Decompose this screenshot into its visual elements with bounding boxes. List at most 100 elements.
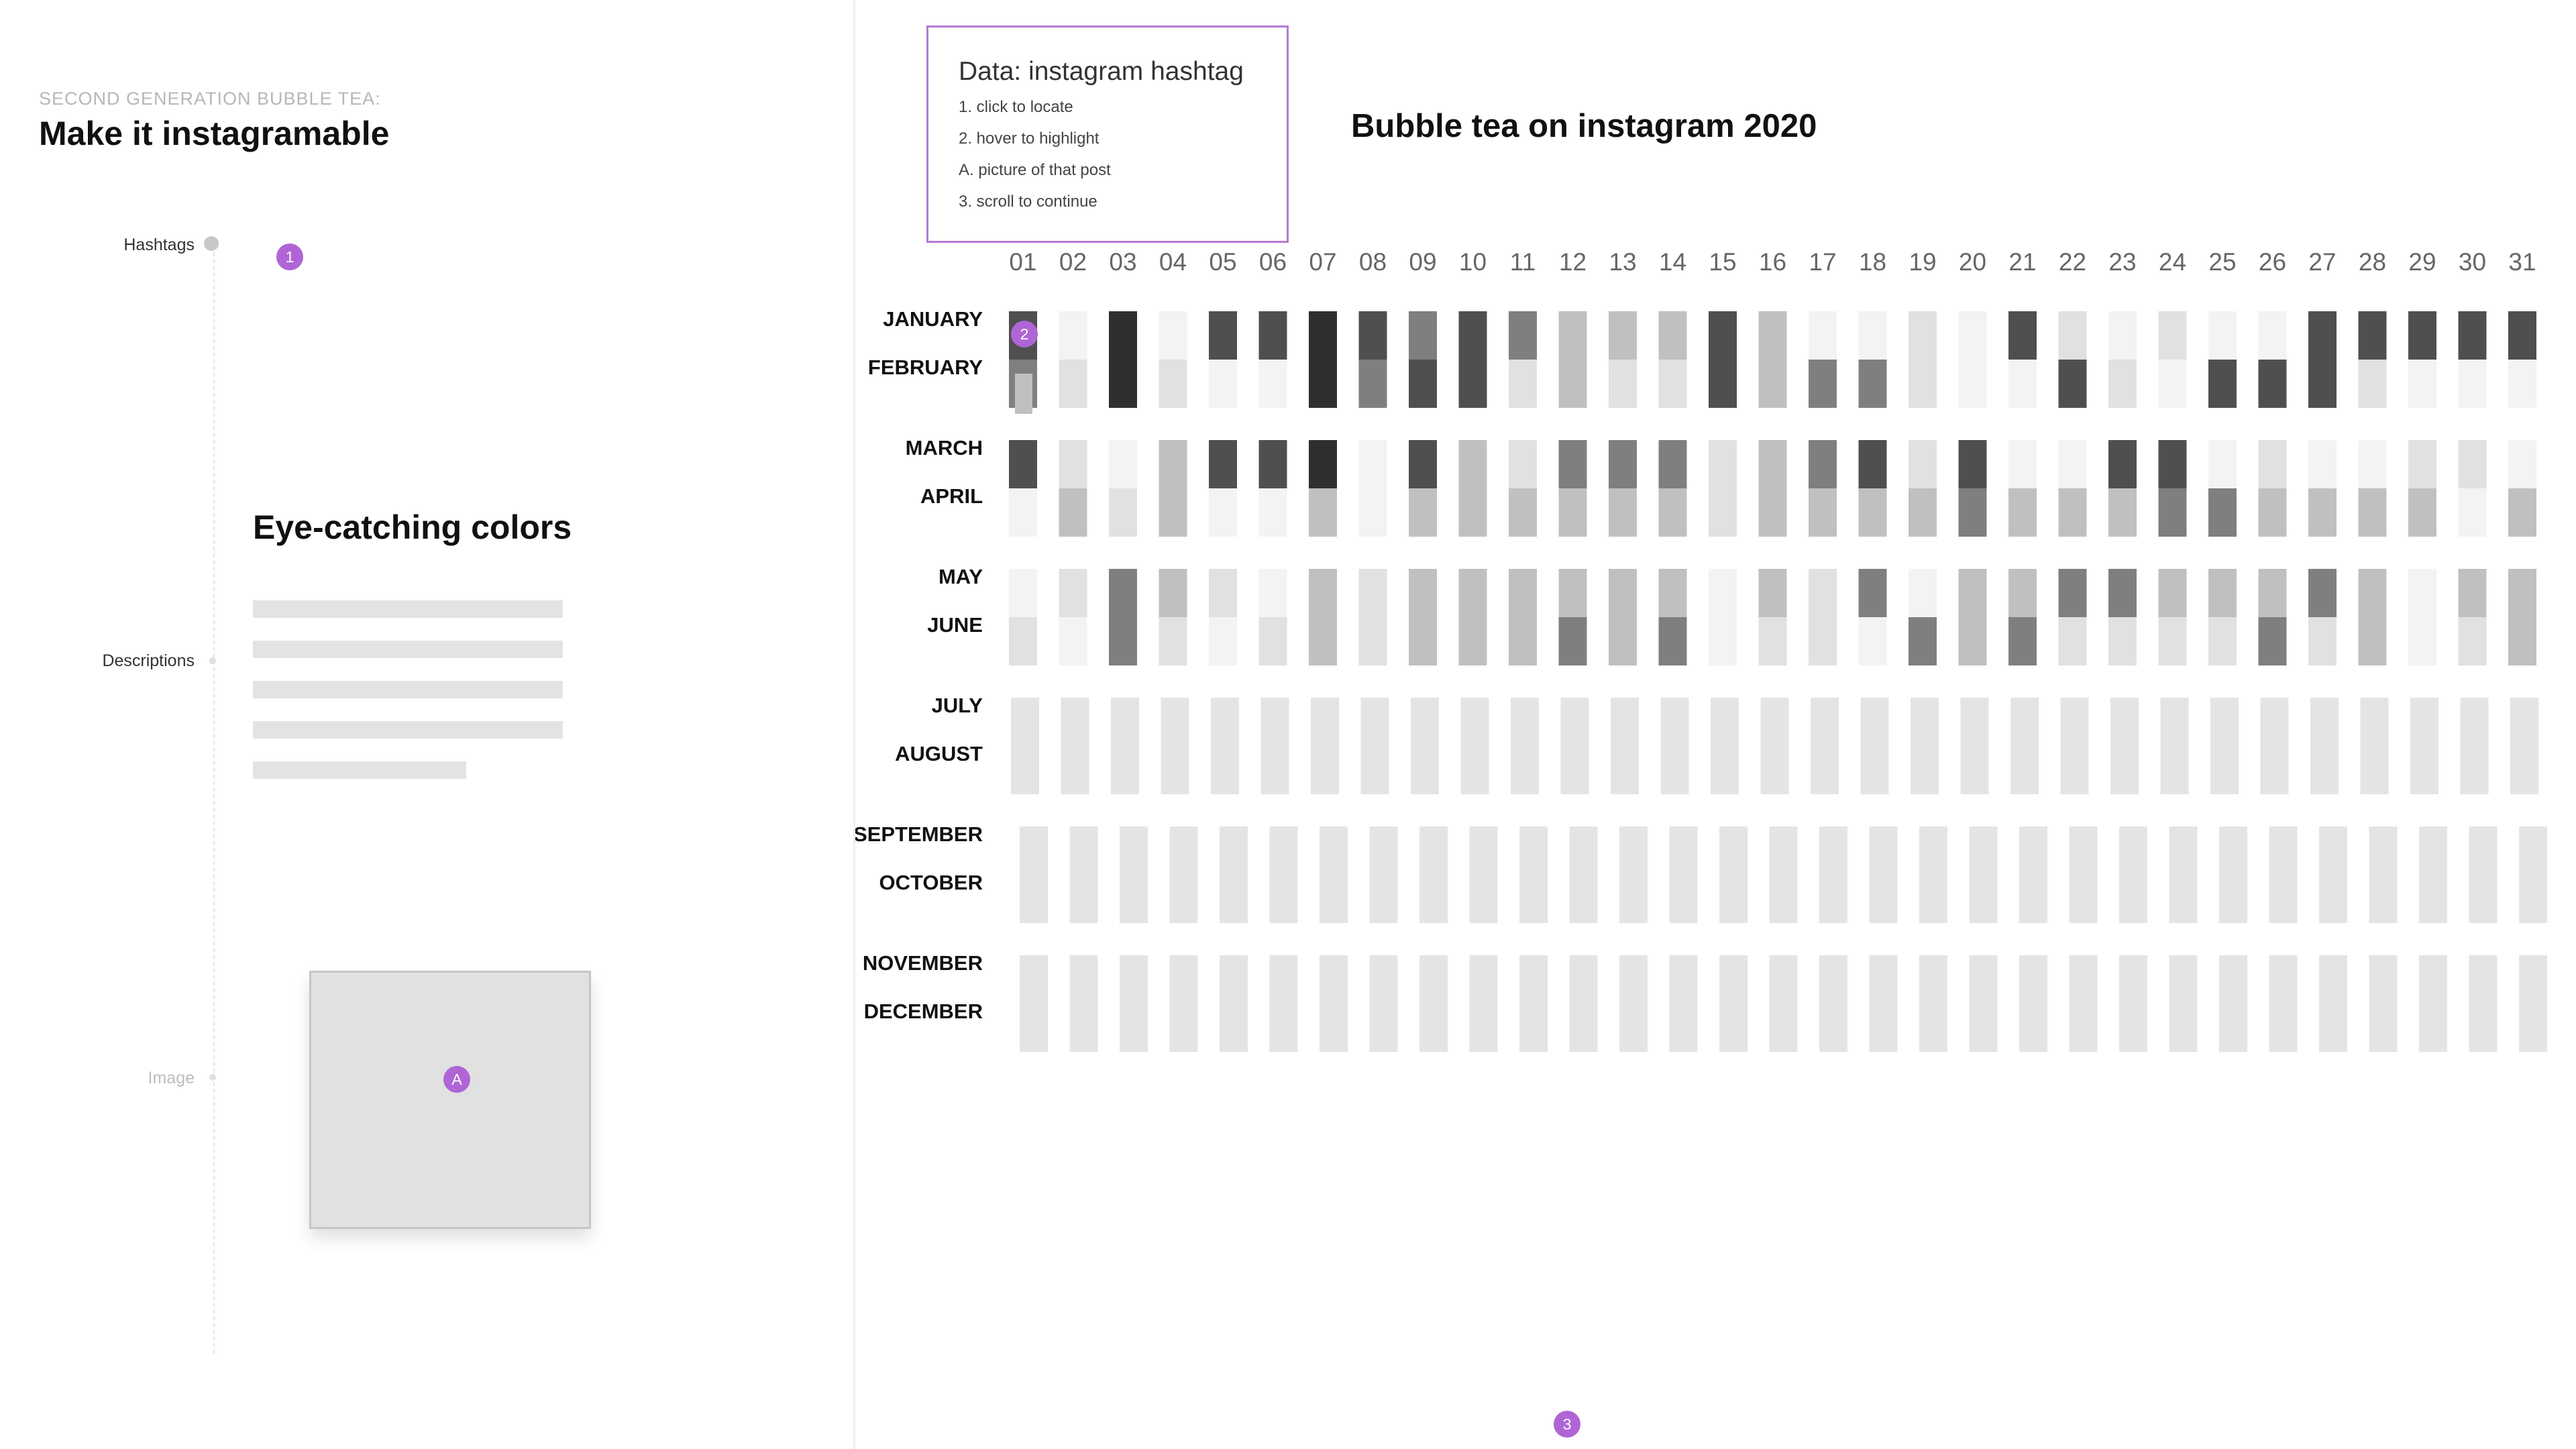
- heatmap-cell[interactable]: [1509, 440, 1537, 488]
- heatmap-cell[interactable]: [1958, 617, 1987, 665]
- heatmap-cell[interactable]: [1220, 875, 1248, 923]
- heatmap-cell[interactable]: [1111, 746, 1139, 794]
- heatmap-cell[interactable]: [2458, 311, 2487, 360]
- heatmap-cell[interactable]: [1558, 311, 1587, 360]
- heatmap-cell[interactable]: [1369, 875, 1398, 923]
- heatmap-cell[interactable]: [1069, 955, 1098, 1004]
- heatmap-cell[interactable]: [1469, 875, 1498, 923]
- heatmap-cell[interactable]: [1760, 698, 1789, 746]
- heatmap-cell[interactable]: [1409, 488, 1437, 537]
- heatmap-cell[interactable]: [1220, 826, 1248, 875]
- heatmap-cell[interactable]: [2208, 360, 2237, 408]
- heatmap-cell[interactable]: [1719, 955, 1748, 1004]
- heatmap-cell[interactable]: [2458, 569, 2487, 617]
- heatmap-cell[interactable]: [2508, 440, 2536, 488]
- heatmap-cell[interactable]: [2510, 746, 2538, 794]
- heatmap-cell[interactable]: [2319, 955, 2347, 1004]
- heatmap-cell[interactable]: [2008, 617, 2037, 665]
- heatmap-cell[interactable]: [2008, 488, 2037, 537]
- heatmap-cell[interactable]: [1460, 746, 1489, 794]
- heatmap-cell[interactable]: [1758, 569, 1787, 617]
- heatmap-cell[interactable]: [1258, 440, 1287, 488]
- heatmap-cell[interactable]: [1858, 360, 1887, 408]
- heatmap-cell[interactable]: [1911, 746, 1939, 794]
- heatmap-cell[interactable]: [1409, 440, 1437, 488]
- heatmap-cell[interactable]: [1609, 360, 1637, 408]
- heatmap-cell[interactable]: [2058, 617, 2087, 665]
- heatmap-cell[interactable]: [2369, 875, 2398, 923]
- heatmap-cell[interactable]: [2269, 826, 2298, 875]
- heatmap-cell[interactable]: [1469, 1004, 1498, 1052]
- heatmap-cell[interactable]: [2158, 488, 2187, 537]
- heatmap-cell[interactable]: [1458, 569, 1487, 617]
- heatmap-cell[interactable]: [2208, 617, 2237, 665]
- heatmap-cell[interactable]: [2308, 311, 2337, 360]
- heatmap-cell[interactable]: [1220, 955, 1248, 1004]
- heatmap-cell[interactable]: [1960, 698, 1989, 746]
- heatmap-cell[interactable]: [2258, 617, 2287, 665]
- heatmap-cell[interactable]: [2358, 360, 2387, 408]
- heatmap-cell[interactable]: [2010, 746, 2039, 794]
- heatmap-cell[interactable]: [2060, 746, 2089, 794]
- heatmap-cell[interactable]: [1169, 1004, 1198, 1052]
- heatmap-cell[interactable]: [1469, 826, 1498, 875]
- heatmap-cell[interactable]: [1109, 569, 1137, 617]
- heatmap-cell[interactable]: [2158, 617, 2187, 665]
- heatmap-cell[interactable]: [1669, 1004, 1698, 1052]
- heatmap-cell[interactable]: [2369, 955, 2398, 1004]
- heatmap-cell[interactable]: [1858, 617, 1887, 665]
- heatmap-cell[interactable]: [1358, 440, 1387, 488]
- heatmap-cell[interactable]: [1369, 826, 1398, 875]
- heatmap-cell[interactable]: [1860, 746, 1889, 794]
- heatmap-cell[interactable]: [2158, 311, 2187, 360]
- heatmap-cell[interactable]: [1069, 1004, 1098, 1052]
- heatmap-cell[interactable]: [1009, 488, 1037, 537]
- heatmap-cell[interactable]: [1758, 440, 1787, 488]
- heatmap-cell[interactable]: [2208, 569, 2237, 617]
- heatmap-cell[interactable]: [1569, 955, 1598, 1004]
- heatmap-cell[interactable]: [1569, 875, 1598, 923]
- heatmap-cell[interactable]: [2408, 488, 2436, 537]
- heatmap-cell[interactable]: [2308, 440, 2337, 488]
- heatmap-cell[interactable]: [1809, 488, 1837, 537]
- heatmap-cell[interactable]: [1658, 569, 1687, 617]
- heatmap-cell[interactable]: [1458, 617, 1487, 665]
- heatmap-cell[interactable]: [1769, 875, 1798, 923]
- heatmap-cell[interactable]: [1758, 311, 1787, 360]
- heatmap-cell[interactable]: [2258, 311, 2287, 360]
- heatmap-cell[interactable]: [2258, 360, 2287, 408]
- heatmap-cell[interactable]: [2310, 746, 2339, 794]
- heatmap-cell[interactable]: [1558, 569, 1587, 617]
- heatmap-cell[interactable]: [1109, 311, 1137, 360]
- heatmap-cell[interactable]: [2269, 1004, 2298, 1052]
- heatmap-cell[interactable]: [2219, 826, 2247, 875]
- heatmap-cell[interactable]: [1009, 617, 1037, 665]
- heatmap-cell[interactable]: [1709, 569, 1737, 617]
- heatmap-cell[interactable]: [1309, 617, 1337, 665]
- heatmap-cell[interactable]: [1109, 440, 1137, 488]
- heatmap-cell[interactable]: [1509, 311, 1537, 360]
- heatmap-cell[interactable]: [1809, 360, 1837, 408]
- heatmap-cell[interactable]: [1360, 746, 1389, 794]
- heatmap-cell[interactable]: [1869, 875, 1898, 923]
- heatmap-cell[interactable]: [1458, 311, 1487, 360]
- heatmap-cell[interactable]: [1658, 617, 1687, 665]
- heatmap-cell[interactable]: [1209, 311, 1237, 360]
- heatmap-cell[interactable]: [2208, 488, 2237, 537]
- heatmap-cell[interactable]: [2519, 955, 2547, 1004]
- heatmap-cell[interactable]: [1619, 955, 1648, 1004]
- heatmap-cell[interactable]: [1469, 955, 1498, 1004]
- heatmap-cell[interactable]: [2158, 569, 2187, 617]
- heatmap-cell[interactable]: [1958, 488, 1987, 537]
- heatmap-cell[interactable]: [2069, 875, 2098, 923]
- heatmap-cell[interactable]: [1159, 440, 1187, 488]
- heatmap-cell[interactable]: [2119, 1004, 2147, 1052]
- heatmap-cell[interactable]: [1059, 488, 1087, 537]
- heatmap-cell[interactable]: [1209, 440, 1237, 488]
- heatmap-cell[interactable]: [1460, 698, 1489, 746]
- heatmap-cell[interactable]: [1458, 488, 1487, 537]
- heatmap-cell[interactable]: [2269, 875, 2298, 923]
- heatmap-cell[interactable]: [2019, 875, 2047, 923]
- heatmap-cell[interactable]: [2010, 698, 2039, 746]
- heatmap-cell[interactable]: [2058, 360, 2087, 408]
